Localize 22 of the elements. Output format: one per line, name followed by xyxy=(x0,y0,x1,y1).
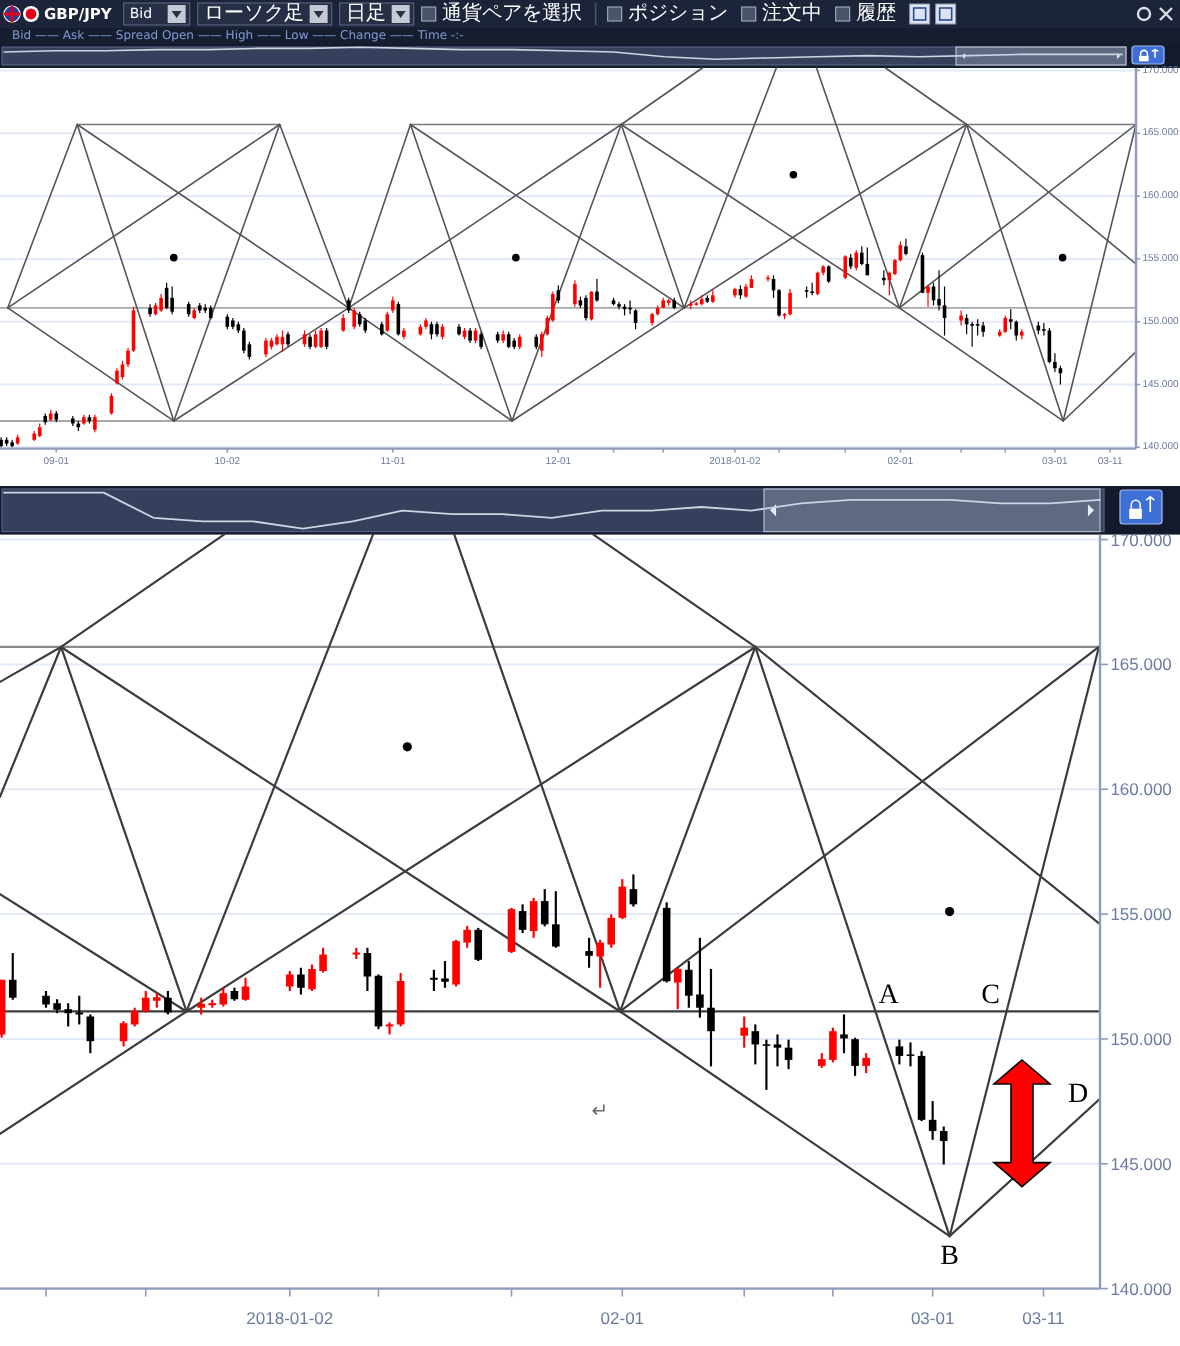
text: ローソク足 xyxy=(203,3,304,25)
y-tick-label: 155.000 xyxy=(1110,904,1173,925)
text: 通貨ペアを選択 xyxy=(441,1,582,25)
annotation: C xyxy=(981,981,1000,1012)
annotation: D xyxy=(1067,1079,1089,1110)
text: 日足 xyxy=(345,3,386,25)
annotation: ↵ xyxy=(591,1101,609,1123)
annotation: A xyxy=(878,981,901,1012)
x-tick-label: 02-01 xyxy=(600,1308,645,1328)
x-tick-label: 2018-01-02 xyxy=(246,1308,334,1328)
y-tick-label: 160.000 xyxy=(1110,779,1173,800)
y-tick-label: 165.000 xyxy=(1110,654,1173,675)
x-tick-label: 03-01 xyxy=(910,1308,955,1328)
text: 履歴 xyxy=(855,3,896,25)
y-tick-label: 140.000 xyxy=(1110,1278,1173,1299)
y-tick-label: 170.000 xyxy=(1110,529,1173,550)
y-tick-label: 150.000 xyxy=(1110,1028,1173,1049)
y-tick-label: 145.000 xyxy=(1110,1153,1173,1174)
text: ポジション xyxy=(627,3,728,25)
annotation: B xyxy=(940,1242,959,1273)
text: 注文中 xyxy=(761,1,822,25)
x-tick-label: 03-11 xyxy=(1022,1308,1066,1328)
